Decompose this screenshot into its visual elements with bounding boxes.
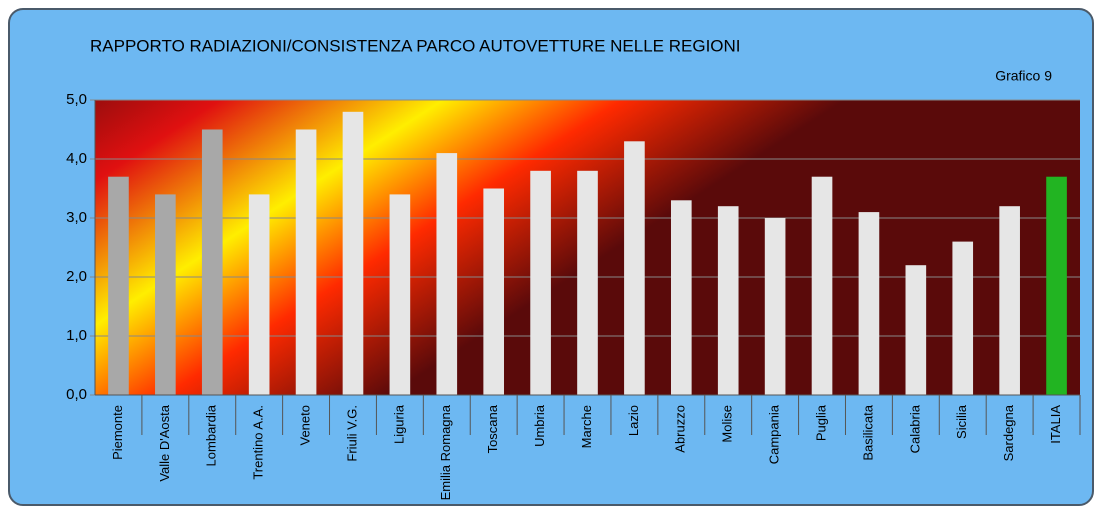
x-tick-label: Trentino A.A.: [251, 405, 266, 480]
x-tick-label: Sicilia: [954, 404, 969, 439]
y-tick-label: 3,0: [66, 209, 87, 226]
x-tick-label: ITALIA: [1048, 405, 1063, 444]
x-tick-label: Valle D'Aosta: [157, 404, 172, 481]
x-tick-label: Toscana: [485, 404, 500, 453]
x-tick-label: Marche: [579, 405, 594, 448]
y-tick-label: 2,0: [66, 268, 87, 285]
x-tick-label: Lombardia: [204, 404, 219, 466]
chart-title: RAPPORTO RADIAZIONI/CONSISTENZA PARCO AU…: [90, 36, 741, 55]
bar: [155, 194, 176, 395]
x-tick-label: Liguria: [391, 404, 406, 444]
bar: [248, 194, 270, 395]
bar: [811, 176, 833, 395]
bar: [201, 129, 223, 395]
x-tick-label: Emilia Romagna: [438, 404, 453, 500]
y-tick-label: 0,0: [66, 386, 87, 403]
x-tick-label: Friuli V.G.: [344, 405, 359, 462]
bar: [577, 170, 598, 395]
x-tick-label: Lazio: [626, 405, 641, 436]
x-tick-label: Molise: [720, 405, 735, 443]
x-tick-label: Campania: [767, 404, 782, 464]
bar: [108, 176, 129, 395]
bar: [670, 200, 692, 395]
bar: [952, 241, 974, 395]
bar: [905, 265, 927, 395]
y-tick-label: 5,0: [66, 91, 87, 108]
x-tick-label: Umbria: [532, 404, 547, 447]
bar: [624, 141, 645, 395]
bar: [530, 170, 551, 395]
y-tick-label: 4,0: [66, 150, 87, 167]
bar: [436, 153, 458, 395]
bar: [342, 111, 364, 396]
x-tick-label: Basilicata: [860, 404, 875, 460]
bar: [858, 212, 880, 395]
x-tick-label: Abruzzo: [673, 405, 688, 453]
bar: [999, 206, 1020, 395]
bar: [1046, 176, 1067, 395]
x-tick-label: Veneto: [298, 405, 313, 446]
x-tick-label: Calabria: [907, 404, 922, 453]
bar: [764, 218, 786, 395]
x-tick-label: Piemonte: [110, 405, 125, 460]
bar: [295, 129, 317, 395]
x-tick-label: Puglia: [813, 404, 828, 441]
y-tick-label: 1,0: [66, 327, 87, 344]
bar: [717, 206, 739, 395]
bar: [483, 188, 505, 395]
x-tick-label: Sardegna: [1001, 404, 1016, 461]
bar: [389, 194, 411, 395]
chart-subtitle: Grafico 9: [995, 68, 1052, 84]
